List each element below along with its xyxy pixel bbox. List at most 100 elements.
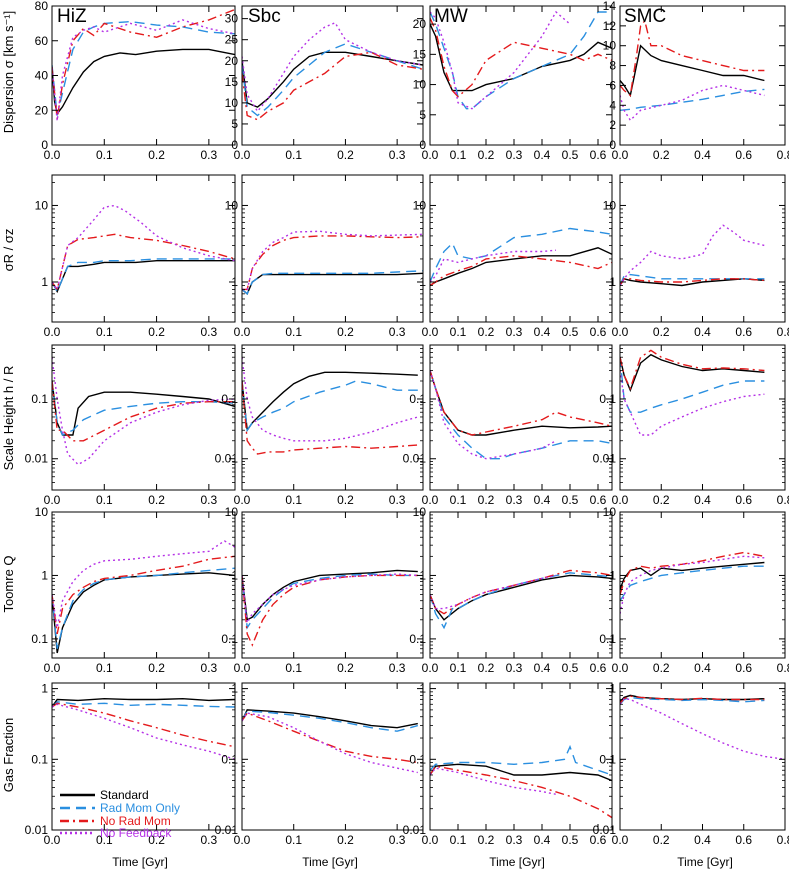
y-tick-label: 0.01 <box>403 452 427 466</box>
x-tick-label: 0.1 <box>450 661 467 675</box>
series-no-feedback-dispersion-mw <box>430 10 571 110</box>
series-no-feedback-gas-fraction-mw <box>430 767 557 795</box>
series-no-rad-mom-gas-fraction-hiz <box>52 702 235 748</box>
x-tick-label: 0.3 <box>506 493 523 507</box>
y-tick-label: 0 <box>231 138 238 152</box>
x-tick-label: 0.5 <box>562 493 579 507</box>
x-tick-label: 0.8 <box>777 661 789 675</box>
legend-label-no-feedback: No Feedback <box>100 826 172 840</box>
y-tick-label: 10 <box>603 39 617 53</box>
y-tick-label: 0.1 <box>409 392 426 406</box>
x-tick-label: 0.5 <box>562 661 579 675</box>
panel-frame <box>429 344 613 491</box>
series-standard-toomre-q-sbc <box>242 569 418 621</box>
x-tick-label: 0.6 <box>735 661 752 675</box>
series-no-feedback-gas-fraction-smc <box>620 697 785 760</box>
series-standard-gas-fraction-mw <box>430 763 612 782</box>
y-tick-label: 60 <box>35 34 49 48</box>
x-tick-label: 0.3 <box>389 148 406 162</box>
panel-frame <box>241 174 424 323</box>
x-tick-label: 0.0 <box>234 833 251 847</box>
series-rad-mom-only-scale-height-mw <box>430 370 612 460</box>
y-tick-label: 0.1 <box>599 752 616 766</box>
series-no-feedback-sigma-ratio-sbc <box>242 230 423 291</box>
x-tick-label: 0.6 <box>735 833 752 847</box>
y-tick-label: 10 <box>35 505 49 519</box>
x-tick-label: 0.2 <box>653 493 670 507</box>
panel-frame <box>241 5 424 146</box>
y-tick-label: 1 <box>609 275 616 289</box>
series-standard-dispersion-smc <box>620 44 765 98</box>
x-tick-label: 0.0 <box>234 661 251 675</box>
panel-frame <box>619 682 786 831</box>
x-tick-label: 0.2 <box>337 325 354 339</box>
panel-frame <box>51 511 236 659</box>
y-tick-label: 0.1 <box>599 392 616 406</box>
panel-frame <box>619 344 786 491</box>
series-standard-toomre-q-mw <box>430 574 612 621</box>
y-tick-label: 0.1 <box>221 752 238 766</box>
y-tick-label: 10 <box>413 78 427 92</box>
y-tick-label: 0.01 <box>593 452 617 466</box>
x-tick-label: 0.2 <box>148 493 165 507</box>
x-tick-label: 0.8 <box>777 493 789 507</box>
y-tick-label: 80 <box>35 0 49 13</box>
x-tick-label: 0.0 <box>234 493 251 507</box>
legend-label-no-rad-mom: No Rad Mom <box>100 814 171 828</box>
y-tick-label: 10 <box>413 198 427 212</box>
series-no-feedback-sigma-ratio-smc <box>620 224 765 286</box>
y-tick-label: 0 <box>609 138 616 152</box>
series-standard-scale-height-mw <box>430 370 612 436</box>
y-tick-label: 25 <box>225 33 239 47</box>
panel-dispersion-smc: 0.0 0.2 0.4 0.6 0.8 0 2 4 6 8 10 12 14 <box>603 0 789 162</box>
x-tick-label: 0.0 <box>44 148 61 162</box>
y-tick-label: 6 <box>609 78 616 92</box>
title-sbc: Sbc <box>248 6 281 27</box>
x-tick-label: 0.5 <box>562 325 579 339</box>
y-tick-label: 1 <box>41 568 48 582</box>
x-tick-label: 0.8 <box>777 833 789 847</box>
y-tick-label: 10 <box>225 198 239 212</box>
x-tick-label: 0.6 <box>590 148 607 162</box>
x-tick-label: 0.0 <box>44 833 61 847</box>
series-rad-mom-only-dispersion-smc <box>620 88 765 111</box>
panel-frame <box>51 174 236 323</box>
title-hiz: HiZ <box>57 6 87 27</box>
x-tick-label: 0.2 <box>148 661 165 675</box>
series-rad-mom-only-gas-fraction-sbc <box>242 710 418 732</box>
panel-frame <box>241 344 424 491</box>
x-tick-label: 0.6 <box>590 661 607 675</box>
panel-frame <box>51 344 236 491</box>
panel-sigma-ratio-mw: 0.0 0.1 0.2 0.3 0.4 0.5 0.6 1 10 <box>413 174 613 339</box>
x-tick-label: 0.2 <box>653 661 670 675</box>
y-tick-label: 14 <box>603 0 617 13</box>
panel-scale-height-smc: 0.0 0.2 0.4 0.6 0.8 0.01 0.1 <box>593 344 789 507</box>
series-no-feedback-toomre-q-hiz <box>52 540 235 628</box>
series-rad-mom-only-scale-height-hiz <box>52 380 235 436</box>
y-tick-label: 15 <box>413 47 427 61</box>
x-tick-label: 0.3 <box>201 493 218 507</box>
x-tick-label: 0.3 <box>506 661 523 675</box>
series-no-rad-mom-toomre-q-sbc <box>242 574 418 647</box>
y-tick-label: 20 <box>413 17 427 31</box>
series-rad-mom-only-gas-fraction-smc <box>620 696 765 705</box>
series-no-rad-mom-gas-fraction-smc <box>620 695 765 704</box>
y-tick-label: 15 <box>225 75 239 89</box>
panel-sigma-ratio-sbc: 0.0 0.1 0.2 0.3 1 10 <box>225 174 424 339</box>
x-tick-label: 0.1 <box>285 325 302 339</box>
series-standard-gas-fraction-hiz <box>52 697 235 708</box>
y-tick-label: 1 <box>41 275 48 289</box>
panel-scale-height-hiz: 0.0 0.1 0.2 0.3 0.01 0.1 <box>25 344 236 507</box>
x-tick-label: 0.2 <box>337 661 354 675</box>
y-tick-label: 1 <box>231 275 238 289</box>
title-mw: MW <box>434 6 468 27</box>
series-standard-sigma-ratio-hiz <box>52 260 235 294</box>
x-tick-label: 0.6 <box>735 493 752 507</box>
series-no-rad-mom-sigma-ratio-mw <box>430 255 612 287</box>
panel-frame <box>241 682 424 831</box>
y-tick-label: 12 <box>603 19 617 33</box>
x-tick-label: 0.0 <box>234 325 251 339</box>
y-tick-label: 10 <box>413 505 427 519</box>
